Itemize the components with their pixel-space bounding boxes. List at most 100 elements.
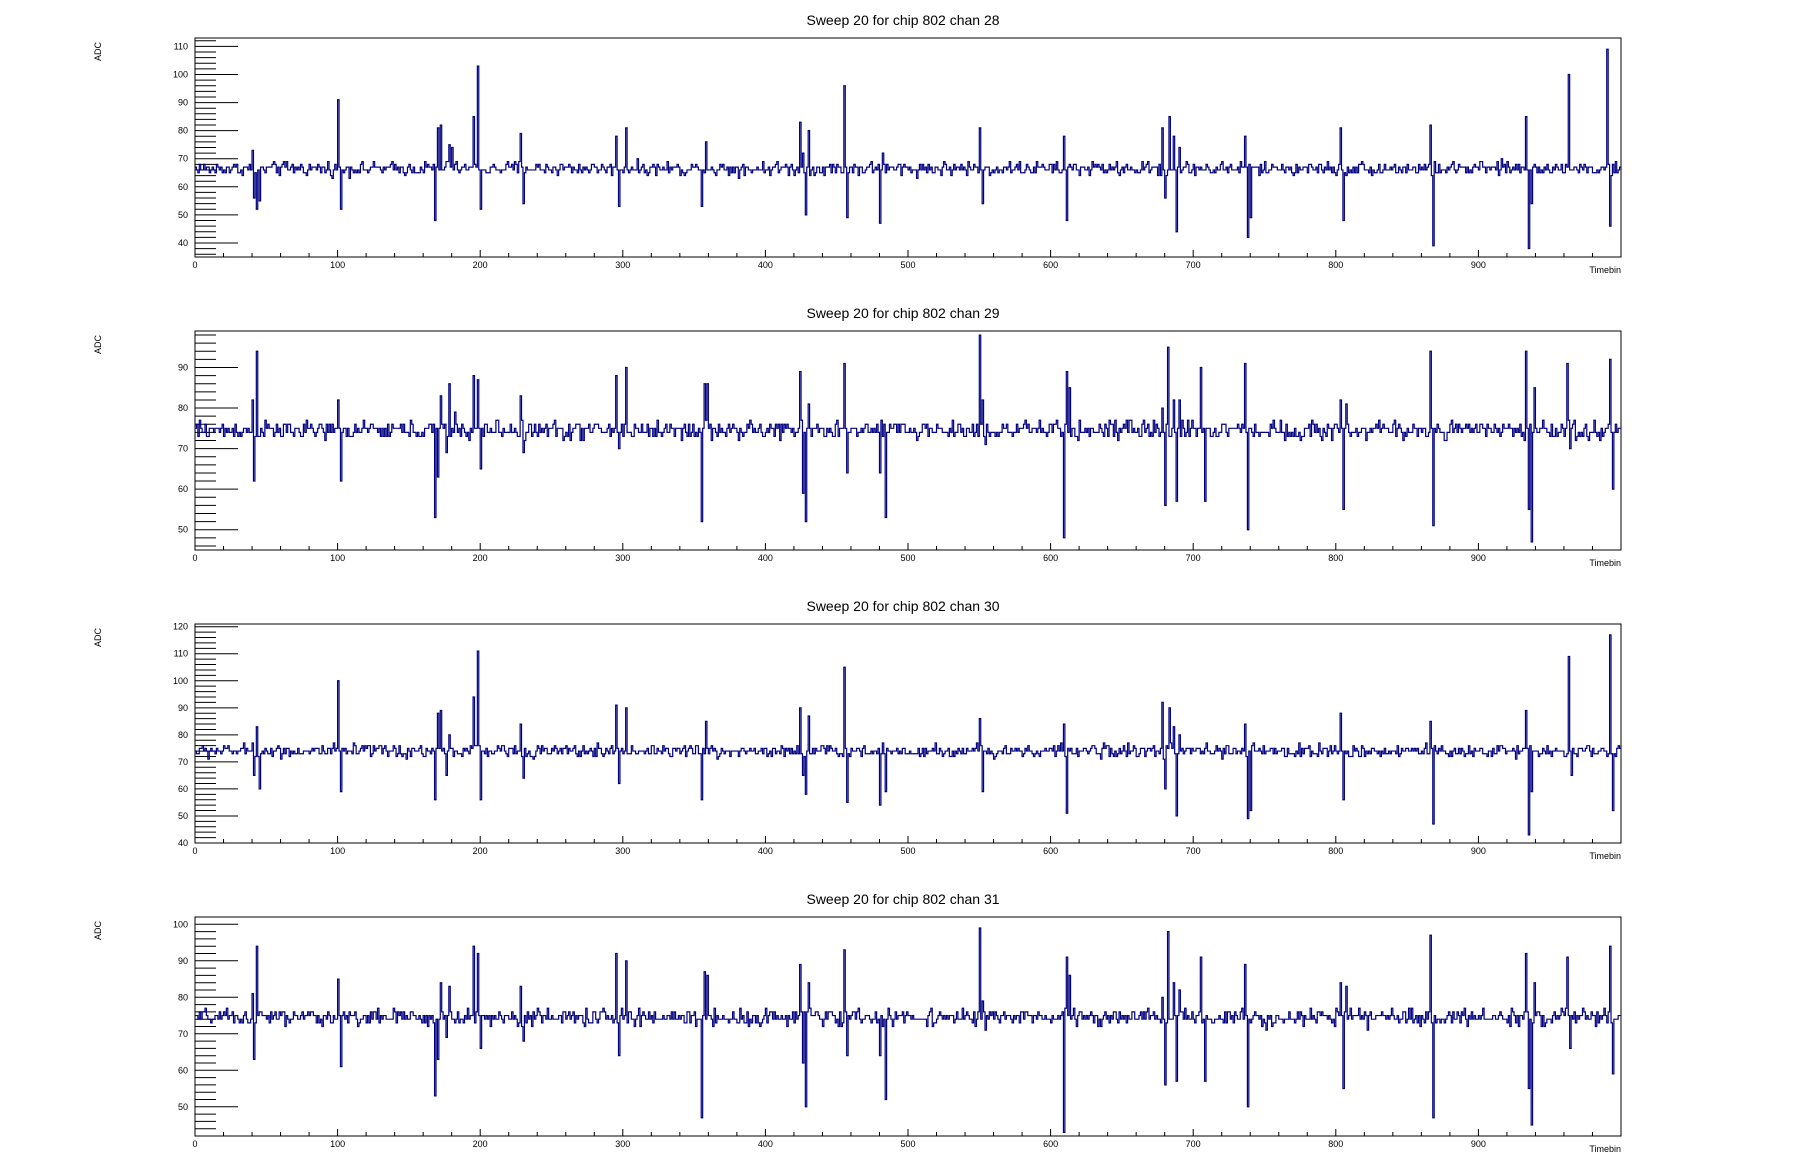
y-tick-label: 110 (174, 649, 188, 659)
x-tick-label: 800 (1328, 846, 1343, 856)
plot-frame (194, 37, 1622, 258)
chart-title: Sweep 20 for chip 802 chan 31 (806, 891, 999, 907)
y-tick-label: 70 (178, 1029, 188, 1039)
chart-title: Sweep 20 for chip 802 chan 29 (806, 305, 999, 321)
series-line (195, 927, 1621, 1133)
chart-chan-30: Sweep 20 for chip 802 chan 30 ADC Timebi… (93, 598, 1622, 861)
y-tick-label: 100 (173, 919, 188, 929)
x-axis-label: Timebin (1589, 851, 1621, 861)
series-line (195, 334, 1621, 543)
y-axis-label: ADC (93, 335, 103, 355)
x-tick-label: 0 (192, 1139, 197, 1149)
chart-chan-28: Sweep 20 for chip 802 chan 28 ADC Timebi… (93, 12, 1622, 275)
chart-chan-29: Sweep 20 for chip 802 chan 29 ADC Timebi… (93, 305, 1622, 568)
plot-marks: 40 50 60 70 80 90 100 110 0 100 200 300 400 500 600 700… (173, 37, 1622, 270)
x-tick-label: 300 (615, 260, 630, 270)
y-tick-label: 50 (178, 210, 188, 220)
chart-chan-31: Sweep 20 for chip 802 chan 31 ADC Timebi… (93, 891, 1622, 1154)
x-tick-label: 400 (758, 1139, 773, 1149)
plot-marks: 50 60 70 80 90 100 0 100 200 300 400 500 600 700 800 90… (173, 916, 1622, 1149)
plot-frame (194, 330, 1622, 551)
y-tick-label: 90 (178, 956, 188, 966)
x-tick-label: 100 (330, 846, 345, 856)
x-tick-label: 500 (900, 1139, 915, 1149)
x-tick-label: 900 (1471, 260, 1486, 270)
y-tick-label: 90 (178, 703, 188, 713)
y-tick-label: 80 (178, 403, 188, 413)
y-tick-label: 120 (173, 622, 188, 632)
plot-marks: 40 50 60 70 80 90 100 110 120 0 100 200 300 400 500 600… (173, 622, 1622, 856)
y-tick-label: 40 (178, 838, 188, 848)
x-tick-label: 800 (1328, 260, 1343, 270)
chart-panel-chan-30: Sweep 20 for chip 802 chan 30 ADC Timebi… (0, 586, 1796, 879)
x-tick-label: 300 (615, 846, 630, 856)
y-tick-label: 50 (178, 811, 188, 821)
chart-title: Sweep 20 for chip 802 chan 28 (806, 12, 999, 28)
x-tick-label: 0 (192, 260, 197, 270)
chart-panel-chan-28: Sweep 20 for chip 802 chan 28 ADC Timebi… (0, 0, 1796, 293)
series-line (195, 634, 1621, 836)
x-tick-label: 100 (330, 1139, 345, 1149)
y-tick-label: 60 (178, 484, 188, 494)
y-tick-label: 100 (173, 676, 188, 686)
x-tick-label: 0 (192, 846, 197, 856)
y-tick-label: 60 (178, 1065, 188, 1075)
x-tick-label: 500 (900, 260, 915, 270)
y-tick-label: 60 (178, 182, 188, 192)
x-tick-label: 100 (330, 260, 345, 270)
x-tick-label: 600 (1043, 553, 1058, 563)
y-tick-label: 50 (178, 525, 188, 535)
x-tick-label: 400 (758, 260, 773, 270)
x-tick-label: 900 (1471, 553, 1486, 563)
chart-title: Sweep 20 for chip 802 chan 30 (806, 598, 999, 614)
x-tick-label: 700 (1186, 846, 1201, 856)
y-tick-label: 50 (178, 1102, 188, 1112)
x-tick-label: 900 (1471, 1139, 1486, 1149)
series-line (195, 48, 1621, 250)
y-tick-label: 90 (178, 98, 188, 108)
plot-frame (194, 916, 1622, 1137)
x-tick-label: 600 (1043, 1139, 1058, 1149)
y-tick-label: 60 (178, 784, 188, 794)
x-tick-label: 700 (1186, 1139, 1201, 1149)
x-tick-label: 200 (473, 553, 488, 563)
x-tick-label: 700 (1186, 260, 1201, 270)
x-tick-label: 700 (1186, 553, 1201, 563)
y-tick-label: 70 (178, 757, 188, 767)
y-axis-label: ADC (93, 921, 103, 941)
chart-panel-chan-29: Sweep 20 for chip 802 chan 29 ADC Timebi… (0, 293, 1796, 586)
x-tick-label: 600 (1043, 846, 1058, 856)
x-tick-label: 200 (473, 846, 488, 856)
x-tick-label: 800 (1328, 1139, 1343, 1149)
y-tick-label: 70 (178, 444, 188, 454)
x-tick-label: 200 (473, 260, 488, 270)
y-tick-label: 80 (178, 126, 188, 136)
y-tick-label: 110 (174, 41, 188, 51)
y-axis-label: ADC (93, 42, 103, 62)
x-axis-label: Timebin (1589, 265, 1621, 275)
x-tick-label: 800 (1328, 553, 1343, 563)
x-tick-label: 200 (473, 1139, 488, 1149)
y-tick-label: 70 (178, 154, 188, 164)
y-tick-label: 40 (178, 238, 188, 248)
x-tick-label: 300 (615, 1139, 630, 1149)
x-tick-label: 400 (758, 846, 773, 856)
y-tick-label: 80 (178, 730, 188, 740)
x-tick-label: 500 (900, 553, 915, 563)
x-tick-label: 300 (615, 553, 630, 563)
plot-frame (194, 623, 1622, 844)
chart-panel-chan-31: Sweep 20 for chip 802 chan 31 ADC Timebi… (0, 879, 1796, 1172)
x-tick-label: 100 (330, 553, 345, 563)
y-axis-label: ADC (93, 628, 103, 648)
x-axis-label: Timebin (1589, 1144, 1621, 1154)
x-tick-label: 600 (1043, 260, 1058, 270)
x-tick-label: 900 (1471, 846, 1486, 856)
x-tick-label: 400 (758, 553, 773, 563)
y-tick-label: 90 (178, 363, 188, 373)
y-tick-label: 100 (173, 70, 188, 80)
x-tick-label: 500 (900, 846, 915, 856)
x-axis-label: Timebin (1589, 558, 1621, 568)
x-tick-label: 0 (192, 553, 197, 563)
y-tick-label: 80 (178, 992, 188, 1002)
